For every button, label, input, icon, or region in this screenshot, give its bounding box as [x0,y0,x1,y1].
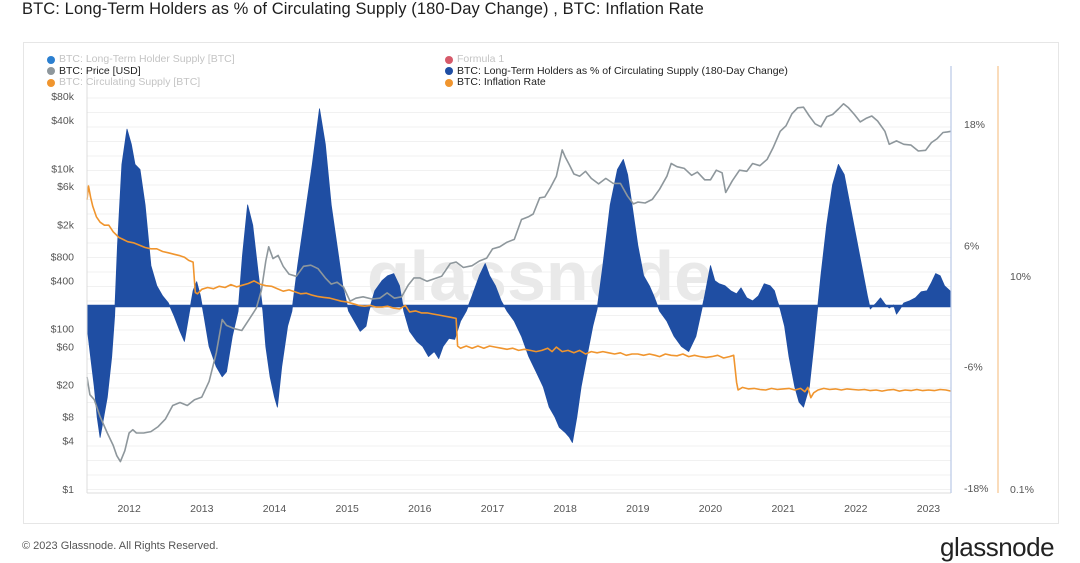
price-tick-label: $2k [57,219,75,231]
lth-axis-ticks: 18% 6% -6% -18% [964,119,989,495]
page-title: BTC: Long-Term Holders as % of Circulati… [22,0,704,18]
x-tick-label: 2015 [335,503,359,515]
legend-item[interactable]: BTC: Circulating Supply [BTC] [47,76,235,89]
lth-tick-label: -18% [964,483,989,495]
watermark: glassnode [367,237,713,315]
chart-panel [23,42,1059,524]
x-tick-label: 2019 [626,503,650,515]
legend-label: BTC: Circulating Supply [BTC] [59,76,201,88]
price-tick-label: $4 [62,436,74,448]
price-line-path [86,103,952,463]
x-tick-label: 2018 [553,503,577,515]
legend-label: BTC: Long-Term Holders as % of Circulati… [457,64,788,77]
legend-item[interactable]: Formula 1 [445,53,788,66]
price-tick-label: $80k [51,91,75,103]
inflation-line-path [86,185,952,399]
lth-tick-label: -6% [964,362,983,374]
legend-right: Formula 1 BTC: Long-Term Holders as % of … [445,53,788,89]
x-tick-label: 2016 [408,503,432,515]
x-tick-label: 2014 [263,503,287,515]
legend-label: Formula 1 [457,53,505,65]
x-tick-label: 2017 [481,503,505,515]
legend-dot-icon [47,67,55,76]
legend-item[interactable]: BTC: Price [USD] [47,64,235,78]
price-tick-label: $100 [51,324,75,336]
x-axis-ticks: 2012 2013 2014 2015 2016 2017 2018 2019 2020 2021… [117,503,940,515]
price-tick-label: $40k [51,115,75,127]
inflation-axis-ticks: 10% 0.1% [1010,271,1034,496]
legend-item[interactable]: BTC: Long-Term Holders as % of Circulati… [445,64,788,78]
legend-dot-icon [445,55,453,64]
footer-copyright: © 2023 Glassnode. All Rights Reserved. [22,540,219,552]
x-tick-label: 2022 [844,503,868,515]
legend-dot-icon [47,55,55,64]
x-tick-label: 2021 [771,503,795,515]
legend-label: BTC: Price [USD] [59,64,141,77]
legend-dot-icon [445,67,453,76]
legend-label: BTC: Inflation Rate [457,76,546,88]
legend-item[interactable]: BTC: Inflation Rate [445,76,788,89]
legend-left: BTC: Long-Term Holder Supply [BTC] BTC: P… [47,53,235,89]
legend-dot-icon [445,78,453,87]
x-tick-label: 2012 [117,503,141,515]
price-axis-ticks: $80k $40k $10k $6k $2k $800 $400 $100 $60 $20 $8 $4… [51,91,75,496]
price-tick-label: $400 [51,275,75,287]
x-tick-label: 2013 [190,503,214,515]
lth-change-area-path [86,108,952,443]
price-line [86,103,952,463]
x-tick-label: 2023 [917,503,941,515]
price-tick-label: $800 [51,251,75,263]
price-tick-label: $1 [62,484,74,496]
legend-dot-icon [47,78,55,87]
price-tick-label: $10k [51,163,75,175]
lth-tick-label: 18% [964,119,985,131]
x-tick-label: 2020 [699,503,723,515]
price-tick-label: $60 [56,341,74,353]
lth-change-area [86,108,952,443]
chart: glassnode $80k $40k $10k $6k $2k $800 $400 $100… [51,66,1034,515]
legend-item[interactable]: BTC: Long-Term Holder Supply [BTC] [47,53,235,66]
legend-label: BTC: Long-Term Holder Supply [BTC] [59,53,235,65]
lth-tick-label: 6% [964,240,979,252]
price-tick-label: $8 [62,412,74,424]
inflation-tick-label: 0.1% [1010,484,1034,496]
inflation-tick-label: 10% [1010,271,1031,283]
price-tick-label: $20 [56,380,74,392]
inflation-line [86,185,952,399]
axes [86,66,999,494]
price-tick-label: $6k [57,181,75,193]
